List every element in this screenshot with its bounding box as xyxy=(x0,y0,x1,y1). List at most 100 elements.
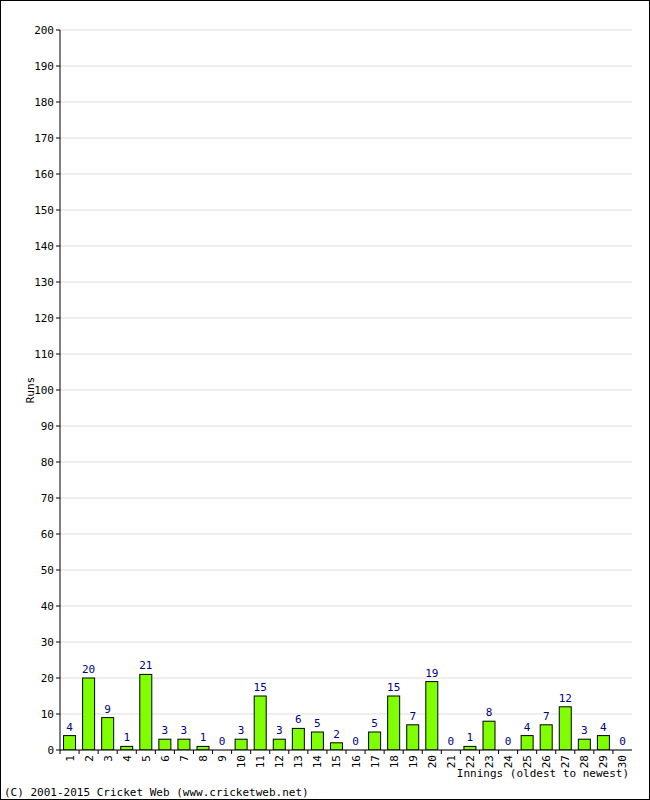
y-tick-label: 50 xyxy=(41,564,54,577)
data-label: 15 xyxy=(254,681,267,694)
data-label: 0 xyxy=(505,735,512,748)
grid-line xyxy=(60,462,632,463)
y-tick xyxy=(56,354,60,355)
grid-line xyxy=(60,534,632,535)
data-label: 5 xyxy=(314,717,321,730)
data-label: 0 xyxy=(448,735,455,748)
y-tick xyxy=(56,102,60,103)
grid-line xyxy=(60,498,632,499)
data-label: 1 xyxy=(123,731,130,744)
x-axis-label: Innings (oldest to newest) xyxy=(457,767,629,780)
y-tick xyxy=(56,30,60,31)
data-label: 19 xyxy=(425,667,438,680)
x-tick-label: 3 xyxy=(102,755,115,762)
y-tick-label: 120 xyxy=(34,312,54,325)
y-tick xyxy=(56,210,60,211)
grid-line xyxy=(60,66,632,67)
grid-line xyxy=(60,138,632,139)
x-tick-label: 8 xyxy=(197,755,210,762)
x-tick xyxy=(384,750,385,754)
grid-line xyxy=(60,354,632,355)
y-tick xyxy=(56,714,60,715)
data-label: 3 xyxy=(181,724,188,737)
data-label: 4 xyxy=(66,721,73,734)
data-label: 9 xyxy=(104,703,111,716)
data-label: 3 xyxy=(276,724,283,737)
y-tick xyxy=(56,678,60,679)
data-label: 2 xyxy=(333,728,340,741)
x-tick xyxy=(365,750,366,754)
data-label: 0 xyxy=(219,735,226,748)
bar xyxy=(311,732,323,750)
bar xyxy=(330,743,342,750)
grid-line xyxy=(60,318,632,319)
x-tick xyxy=(555,750,556,754)
grid-line xyxy=(60,174,632,175)
data-label: 4 xyxy=(524,721,531,734)
x-tick-label: 20 xyxy=(426,755,439,768)
x-tick xyxy=(155,750,156,754)
y-tick-label: 60 xyxy=(41,528,54,541)
x-tick-label: 12 xyxy=(273,755,286,768)
y-tick-label: 130 xyxy=(34,276,54,289)
data-label: 15 xyxy=(387,681,400,694)
grid-line xyxy=(60,606,632,607)
grid-line xyxy=(60,570,632,571)
y-tick-label: 160 xyxy=(34,168,54,181)
x-tick xyxy=(574,750,575,754)
x-tick xyxy=(212,750,213,754)
bar xyxy=(521,736,533,750)
y-tick xyxy=(56,282,60,283)
y-tick-label: 20 xyxy=(41,672,54,685)
data-label: 7 xyxy=(409,710,416,723)
y-tick-label: 140 xyxy=(34,240,54,253)
y-tick-label: 180 xyxy=(34,96,54,109)
bar xyxy=(597,736,609,750)
x-tick xyxy=(231,750,232,754)
x-tick xyxy=(422,750,423,754)
y-tick-label: 10 xyxy=(41,708,54,721)
y-tick xyxy=(56,534,60,535)
y-axis xyxy=(60,30,61,750)
y-tick-label: 80 xyxy=(41,456,54,469)
y-tick xyxy=(56,606,60,607)
data-label: 3 xyxy=(581,724,588,737)
y-tick xyxy=(56,426,60,427)
copyright: (C) 2001-2015 Cricket Web (www.cricketwe… xyxy=(4,786,309,799)
bar xyxy=(273,739,285,750)
y-tick-label: 190 xyxy=(34,60,54,73)
y-tick-label: 110 xyxy=(34,348,54,361)
data-label: 21 xyxy=(139,659,152,672)
grid-line xyxy=(60,210,632,211)
y-tick-label: 30 xyxy=(41,636,54,649)
bar xyxy=(159,739,171,750)
x-tick-label: 13 xyxy=(292,755,305,768)
bar xyxy=(64,736,76,750)
y-tick-label: 170 xyxy=(34,132,54,145)
y-tick xyxy=(56,642,60,643)
bar xyxy=(407,725,419,750)
bar xyxy=(121,746,133,750)
y-tick-label: 40 xyxy=(41,600,54,613)
data-label: 20 xyxy=(82,663,95,676)
grid-line xyxy=(60,102,632,103)
y-tick-label: 150 xyxy=(34,204,54,217)
x-tick xyxy=(346,750,347,754)
data-label: 3 xyxy=(162,724,169,737)
x-tick xyxy=(174,750,175,754)
bar xyxy=(292,728,304,750)
bar xyxy=(140,674,152,750)
x-tick-label: 4 xyxy=(121,755,134,762)
x-tick-label: 5 xyxy=(140,755,153,762)
x-tick xyxy=(593,750,594,754)
bar xyxy=(254,696,266,750)
data-label: 1 xyxy=(200,731,207,744)
x-tick xyxy=(136,750,137,754)
y-tick xyxy=(56,174,60,175)
bar xyxy=(426,682,438,750)
x-tick-label: 7 xyxy=(178,755,191,762)
y-tick xyxy=(56,318,60,319)
x-tick-label: 6 xyxy=(159,755,172,762)
data-label: 3 xyxy=(238,724,245,737)
grid-line xyxy=(60,426,632,427)
